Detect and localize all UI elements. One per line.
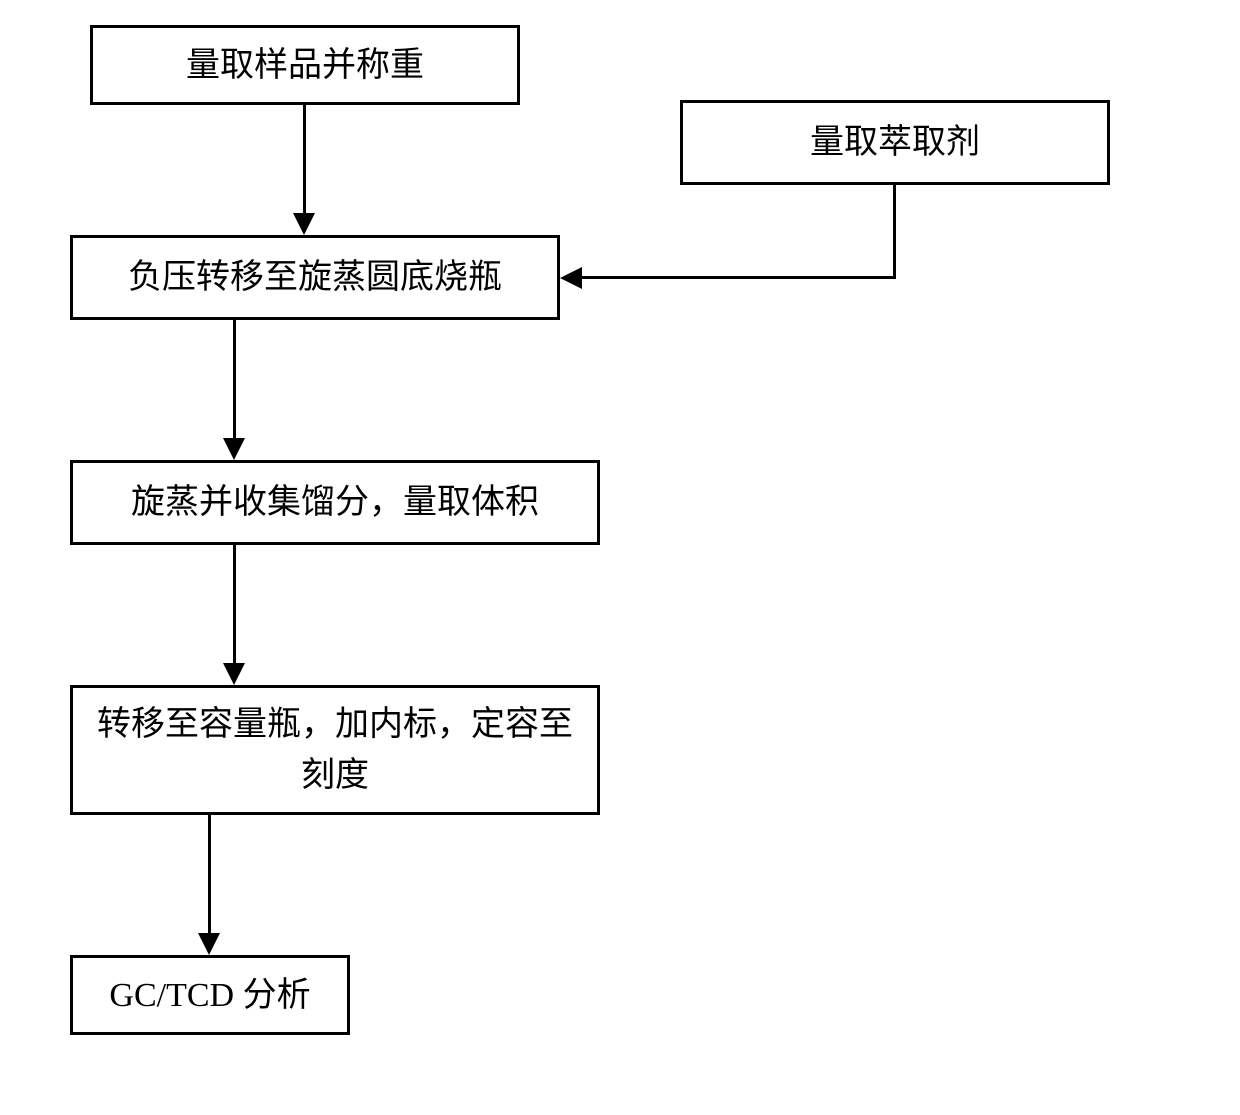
node-rotary-evap: 旋蒸并收集馏分，量取体积 [70, 460, 600, 545]
arrow-line [582, 276, 896, 279]
node-label: 转移至容量瓶，加内标，定容至刻度 [89, 699, 581, 801]
arrow-line [893, 185, 896, 278]
arrow-line [233, 545, 236, 665]
node-label: GC/TCD 分析 [109, 970, 310, 1021]
node-gc-tcd: GC/TCD 分析 [70, 955, 350, 1035]
node-transfer-flask: 负压转移至旋蒸圆底烧瓶 [70, 235, 560, 320]
node-label: 负压转移至旋蒸圆底烧瓶 [128, 252, 502, 303]
node-label: 量取萃取剂 [810, 117, 980, 168]
arrow-head-down-icon [223, 663, 245, 685]
node-volumetric: 转移至容量瓶，加内标，定容至刻度 [70, 685, 600, 815]
node-extractant: 量取萃取剂 [680, 100, 1110, 185]
node-label: 量取样品并称重 [186, 40, 424, 91]
arrow-line [208, 815, 211, 935]
node-sample-weigh: 量取样品并称重 [90, 25, 520, 105]
node-label: 旋蒸并收集馏分，量取体积 [131, 477, 539, 528]
arrow-line [233, 320, 236, 440]
arrow-head-down-icon [198, 933, 220, 955]
arrow-head-down-icon [293, 213, 315, 235]
flowchart-container: 量取样品并称重 量取萃取剂 负压转移至旋蒸圆底烧瓶 旋蒸并收集馏分，量取体积 转… [0, 0, 1240, 1115]
arrow-head-down-icon [223, 438, 245, 460]
arrow-head-left-icon [560, 267, 582, 289]
arrow-line [303, 105, 306, 215]
